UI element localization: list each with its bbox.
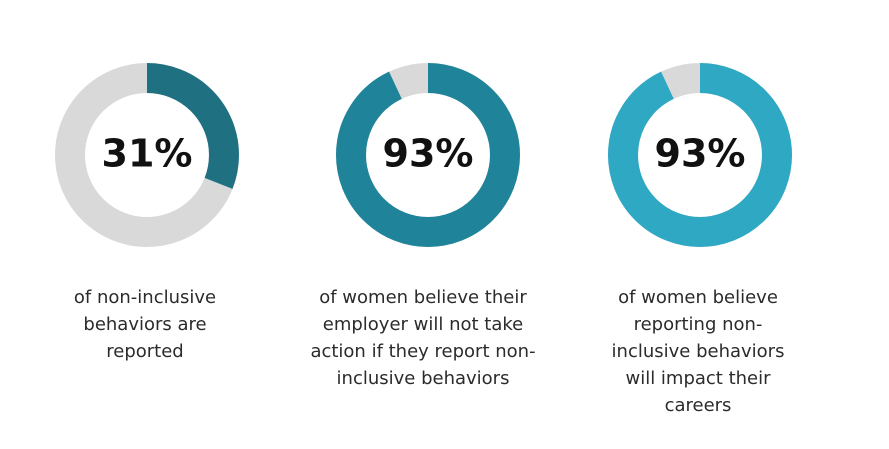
caption-line: employer will not take: [322, 314, 524, 335]
caption-line: reporting non-: [633, 314, 763, 335]
percent-label: 93%: [383, 132, 474, 176]
stat-card-career-impact: 93% of women believe reporting non- incl…: [553, 0, 843, 449]
donut-chart: 93%: [333, 60, 523, 250]
donut-chart: 93%: [605, 60, 795, 250]
donut-chart: 31%: [52, 60, 242, 250]
stat-caption: of non-inclusive behaviors are reported: [0, 284, 290, 365]
donut-value-arc: [336, 63, 520, 247]
caption-line: behaviors are: [83, 314, 207, 335]
donut-svg: 93%: [608, 63, 792, 247]
percent-label: 31%: [102, 132, 193, 176]
caption-line: careers: [664, 395, 732, 416]
caption-line: will impact their: [625, 368, 771, 389]
donut-value-arc: [55, 63, 239, 247]
donut-svg: 31%: [55, 63, 239, 247]
donut-svg: 93%: [336, 63, 520, 247]
donut-value-arc: [608, 63, 792, 247]
stat-caption: of women believe reporting non- inclusiv…: [553, 284, 843, 419]
percent-label: 93%: [655, 132, 746, 176]
stat-caption: of women believe their employer will not…: [278, 284, 568, 392]
caption-line: of women believe their: [319, 287, 527, 308]
caption-line: reported: [106, 341, 184, 362]
caption-line: of non-inclusive: [73, 287, 217, 308]
caption-line: action if they report non-: [310, 341, 536, 362]
stat-card-employer-no-action: 93% of women believe their employer will…: [278, 0, 568, 449]
stat-card-non-inclusive-reported: 31% of non-inclusive behaviors are repor…: [0, 0, 290, 449]
caption-line: inclusive behaviors: [336, 368, 510, 389]
caption-line: of women believe: [618, 287, 778, 308]
caption-line: inclusive behaviors: [611, 341, 785, 362]
